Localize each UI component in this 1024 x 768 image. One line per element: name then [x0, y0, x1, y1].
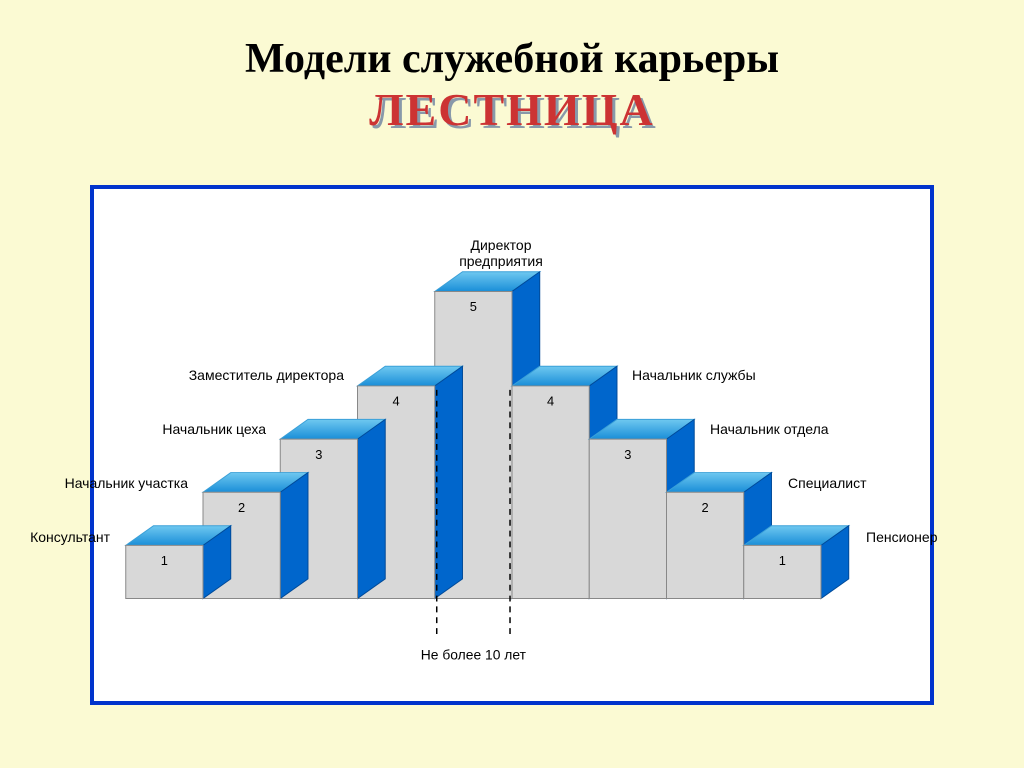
step-label: Пенсионер — [866, 529, 938, 545]
title-block: Модели служебной карьеры ЛЕСТНИЦА ЛЕСТНИ… — [0, 0, 1024, 136]
step-label: Специалист — [788, 475, 867, 491]
title-line1: Модели служебной карьеры — [0, 35, 1024, 83]
title-main: ЛЕСТНИЦА — [369, 84, 654, 135]
diagram-frame: 544332211Не более 10 лет КонсультантНача… — [90, 185, 934, 705]
step-label: Начальник участка — [65, 475, 188, 491]
top-step-label: Директорпредприятия — [441, 237, 561, 269]
step-label: Начальник отдела — [710, 421, 829, 437]
step-label: Консультант — [30, 529, 110, 545]
label-overlay: КонсультантНачальник участкаНачальник це… — [100, 195, 924, 695]
step-label: Начальник цеха — [162, 421, 266, 437]
step-label: Заместитель директора — [189, 367, 344, 383]
diagram-inner: 544332211Не более 10 лет КонсультантНача… — [100, 195, 924, 695]
page: Модели служебной карьеры ЛЕСТНИЦА ЛЕСТНИ… — [0, 0, 1024, 768]
step-label: Начальник службы — [632, 367, 756, 383]
title-line2: ЛЕСТНИЦА ЛЕСТНИЦА — [369, 83, 654, 136]
